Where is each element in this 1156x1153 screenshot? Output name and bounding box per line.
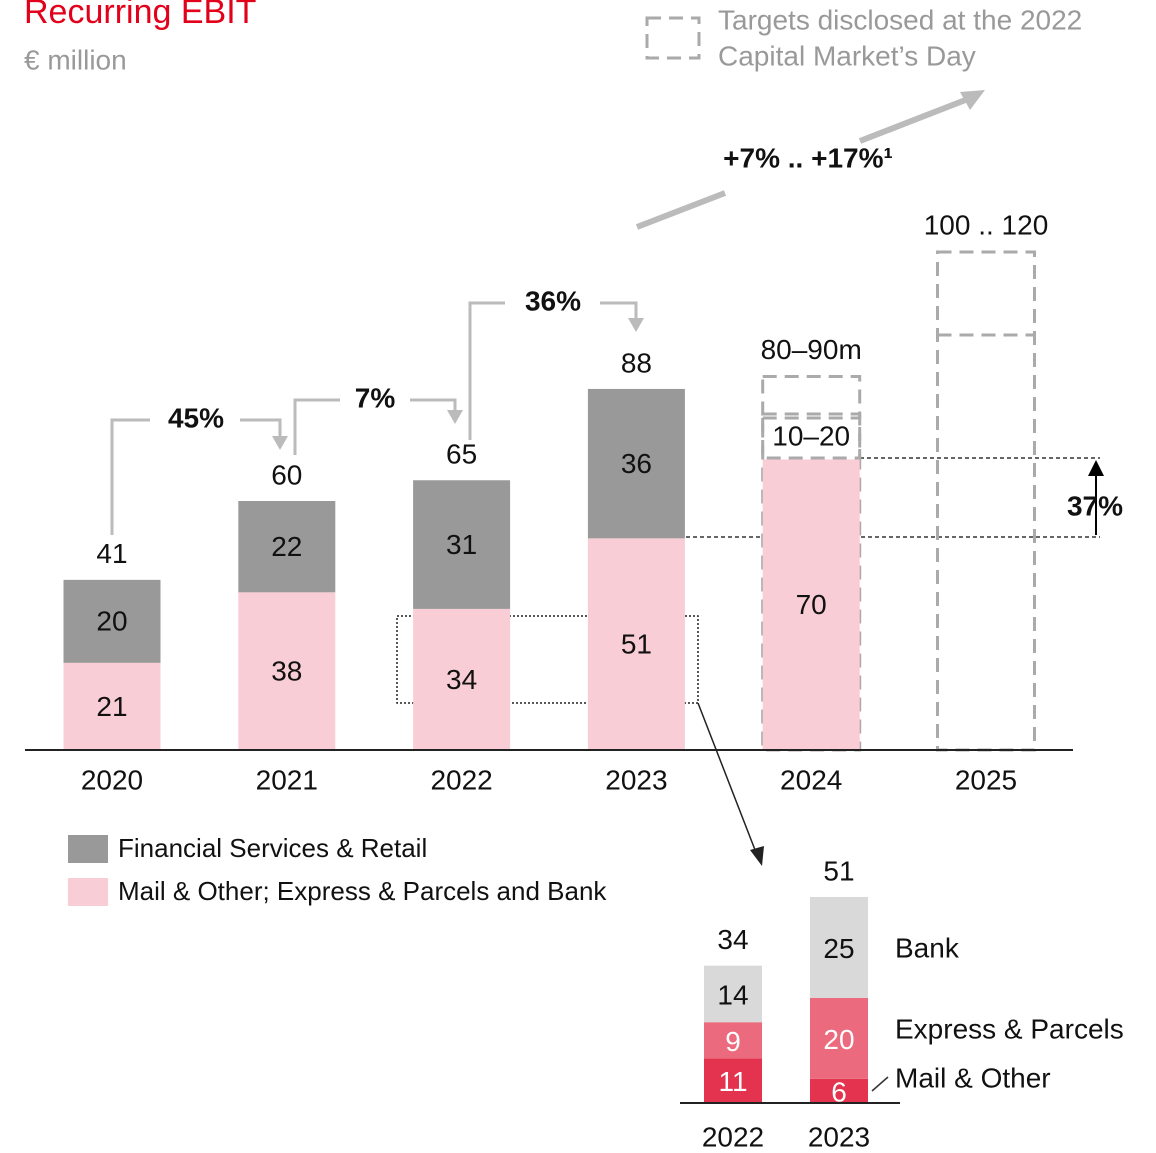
zoom-line <box>697 702 758 856</box>
bar-segment <box>587 538 685 750</box>
bar-label: 51 <box>621 629 652 660</box>
arrowhead <box>628 318 644 332</box>
bar-segment <box>63 662 161 750</box>
total-label: 60 <box>271 459 302 490</box>
target-arrow <box>635 96 970 230</box>
bar-segment <box>762 459 860 750</box>
x-tick-label: 2023 <box>808 1121 870 1152</box>
series-label: Bank <box>895 932 960 963</box>
bar-label: 22 <box>271 531 302 562</box>
target-label: 80–90m <box>761 334 862 365</box>
bar-segment <box>810 997 868 1079</box>
legend-swatch <box>68 878 108 906</box>
x-tick-label: 2022 <box>430 764 492 795</box>
total-label: 88 <box>621 347 652 378</box>
bar-label: 70 <box>796 589 827 620</box>
bar-segment <box>810 1078 868 1103</box>
bar-label: 14 <box>717 979 748 1010</box>
leader-line <box>871 1076 889 1092</box>
legend-label: Financial Services & Retail <box>118 833 427 863</box>
legend-swatch <box>68 835 108 863</box>
target-box <box>936 250 1036 752</box>
x-tick-label: 2023 <box>605 764 667 795</box>
total-label: 34 <box>717 924 748 955</box>
bar-label: 31 <box>446 529 477 560</box>
arrowhead <box>272 436 288 450</box>
arrowhead <box>960 90 985 110</box>
bar-segment <box>238 592 336 750</box>
target-legend: Targets disclosed at the 2022 <box>718 4 1082 35</box>
x-tick-label: 2020 <box>81 764 143 795</box>
bar-segment <box>238 501 336 593</box>
chart-title: Recurring EBIT <box>24 0 256 31</box>
arrowhead <box>447 410 463 424</box>
bar-segment <box>810 896 868 998</box>
legend-label: Mail & Other; Express & Parcels and Bank <box>118 876 607 906</box>
x-tick-label: 2025 <box>955 764 1017 795</box>
target-legend: Capital Market’s Day <box>718 40 976 71</box>
fs-target-box <box>761 412 862 460</box>
bar-segment <box>704 965 762 1023</box>
total-label: 51 <box>823 855 854 886</box>
bar-label: 38 <box>271 656 302 687</box>
bar-label: 20 <box>823 1024 854 1055</box>
connector <box>293 398 457 455</box>
target-growth: +7% .. +17%¹ <box>723 142 893 173</box>
chart-subtitle: € million <box>24 44 127 75</box>
bar-label: 21 <box>96 691 127 722</box>
series-label: Mail & Other <box>895 1062 1051 1093</box>
growth-label: 45% <box>168 402 224 433</box>
connector <box>110 418 282 535</box>
growth-label: 7% <box>355 382 396 413</box>
bar-segment <box>704 1058 762 1103</box>
connector <box>468 301 638 440</box>
bar-segment <box>413 608 511 750</box>
total-label: 41 <box>96 538 127 569</box>
arrowhead <box>1088 460 1104 476</box>
growth-label: 36% <box>525 285 581 316</box>
bar-segment <box>704 1022 762 1059</box>
bar-label: 34 <box>446 664 477 695</box>
x-tick-label: 2024 <box>780 764 842 795</box>
arrowhead <box>750 846 764 866</box>
bar-label: 9 <box>725 1026 741 1057</box>
bar-segment <box>413 480 511 609</box>
total-label: 65 <box>446 439 477 470</box>
bar-segment <box>63 579 161 663</box>
target-legend-swatch <box>645 16 701 60</box>
bar-label: 25 <box>823 933 854 964</box>
bar-label: 6 <box>831 1076 847 1107</box>
zoom-box <box>396 615 699 704</box>
reference-line <box>686 457 1100 538</box>
bar-segment <box>587 388 685 539</box>
target-label: 100 .. 120 <box>924 209 1049 240</box>
x-tick-label: 2021 <box>256 764 318 795</box>
series-label: Express & Parcels <box>895 1013 1124 1044</box>
fs-target-label: 10–20 <box>772 420 850 451</box>
growth-label: 37% <box>1067 490 1123 521</box>
bar-label: 20 <box>96 606 127 637</box>
bar-label: 11 <box>718 1066 747 1097</box>
x-tick-label: 2022 <box>702 1121 764 1152</box>
bar-label: 36 <box>621 448 652 479</box>
